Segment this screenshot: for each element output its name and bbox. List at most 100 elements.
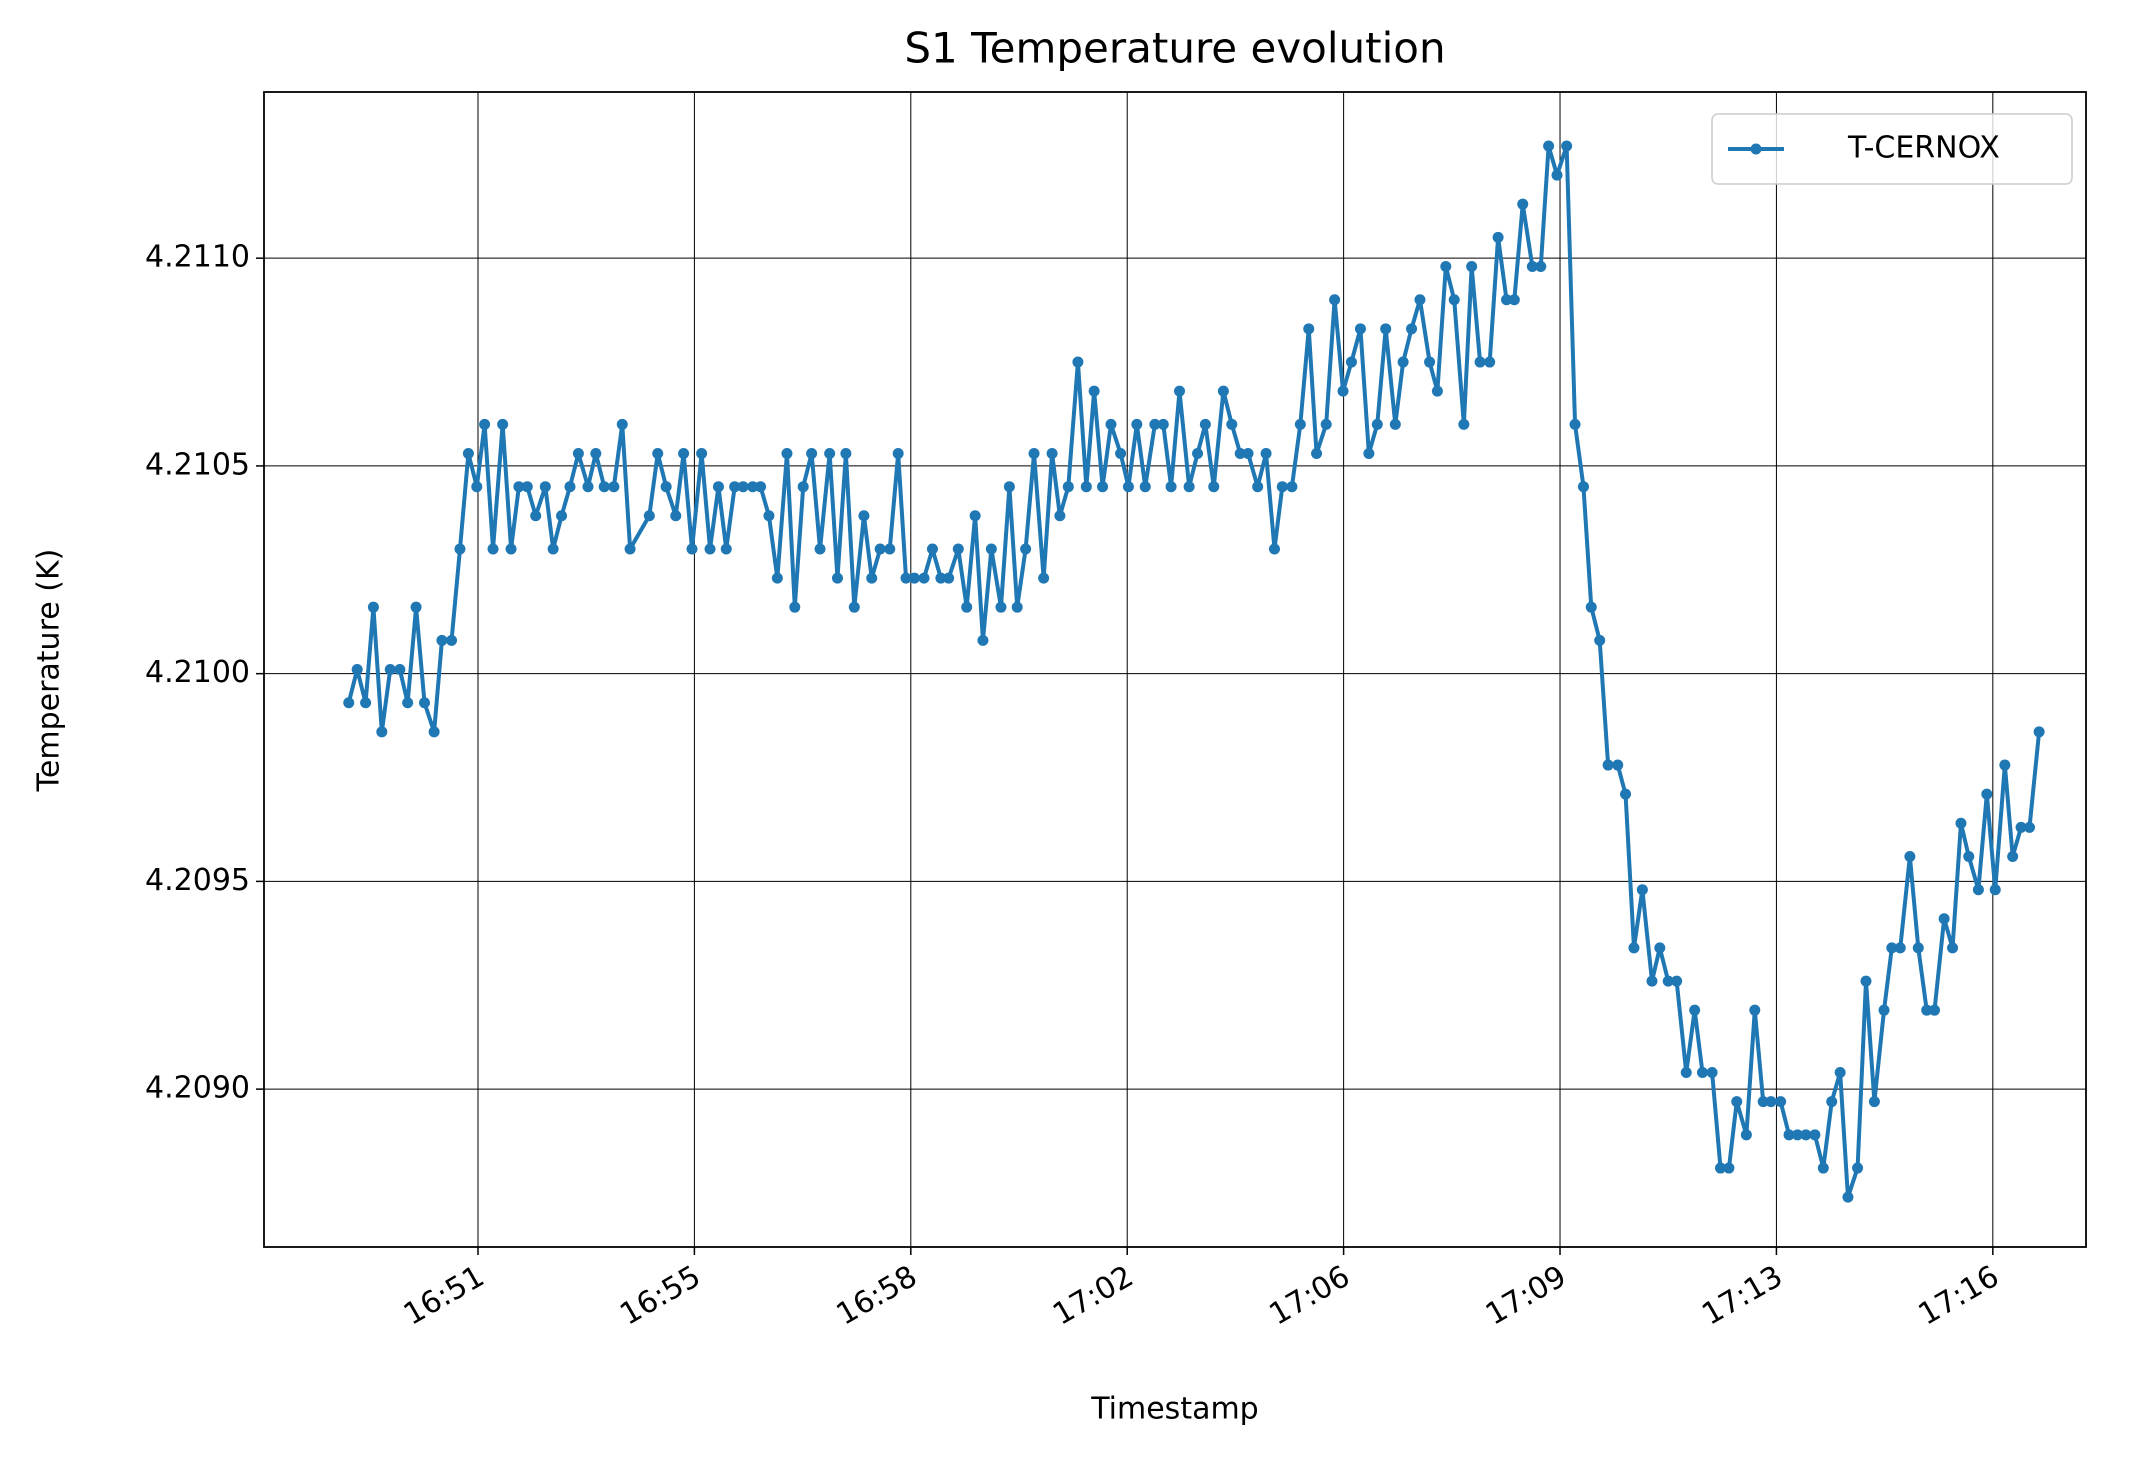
data-point	[608, 481, 620, 493]
data-point	[351, 664, 363, 675]
data-point	[446, 634, 458, 646]
data-point	[402, 697, 414, 709]
data-point	[1715, 1162, 1727, 1174]
data-point	[1199, 418, 1211, 430]
data-point	[1097, 481, 1109, 493]
data-point	[1115, 447, 1127, 459]
data-point	[1431, 385, 1443, 397]
data-point	[616, 418, 628, 430]
data-point	[1226, 418, 1238, 430]
data-point	[1868, 1096, 1880, 1108]
data-point	[1174, 385, 1186, 397]
data-point	[1585, 601, 1597, 613]
data-point	[712, 481, 724, 493]
data-point	[1406, 323, 1418, 335]
chart-title: S1 Temperature evolution	[904, 24, 1445, 73]
data-point	[1046, 447, 1058, 459]
data-point	[1577, 481, 1589, 493]
data-point	[1842, 1191, 1854, 1203]
data-point	[1072, 356, 1084, 368]
data-point	[1345, 356, 1357, 368]
data-point	[643, 510, 655, 522]
data-point	[1371, 418, 1383, 430]
data-point	[660, 481, 672, 493]
data-point	[1020, 543, 1032, 555]
data-point	[1311, 447, 1323, 459]
data-point	[1671, 975, 1683, 987]
data-point	[1817, 1162, 1829, 1174]
data-point	[747, 481, 759, 493]
data-point	[848, 601, 860, 613]
data-point	[1183, 481, 1195, 493]
data-point	[1320, 418, 1332, 430]
data-point	[410, 601, 422, 613]
data-point	[781, 447, 793, 459]
data-point	[590, 447, 602, 459]
data-point	[1809, 1129, 1821, 1141]
data-point	[1696, 1067, 1708, 1079]
data-point	[824, 447, 836, 459]
data-point	[1646, 975, 1658, 987]
data-point	[789, 601, 801, 613]
data-point	[1834, 1067, 1846, 1079]
data-point	[1620, 788, 1632, 800]
data-point	[1252, 481, 1264, 493]
data-point	[1612, 759, 1624, 771]
data-point	[1234, 447, 1246, 459]
data-point	[1783, 1129, 1795, 1141]
data-point	[1474, 356, 1486, 368]
data-point	[952, 543, 964, 555]
data-point	[1466, 260, 1478, 272]
data-point	[678, 447, 690, 459]
data-point	[900, 572, 912, 584]
data-point	[1389, 418, 1401, 430]
data-point	[1149, 418, 1161, 430]
data-point	[1740, 1129, 1752, 1141]
data-point	[572, 447, 584, 459]
data-point	[961, 601, 973, 613]
data-point	[763, 510, 775, 522]
data-point	[343, 697, 355, 709]
data-point	[797, 481, 809, 493]
data-point	[1628, 942, 1640, 954]
data-point	[1329, 294, 1341, 306]
data-point	[471, 481, 483, 493]
data-point	[1921, 1004, 1933, 1016]
data-point	[1276, 481, 1288, 493]
data-point	[1286, 481, 1298, 493]
x-axis-label: Timestamp	[1090, 1392, 1258, 1427]
data-point	[1054, 510, 1066, 522]
data-point	[1038, 572, 1050, 584]
data-point	[1397, 356, 1409, 368]
y-tick-label: 4.2090	[145, 1071, 250, 1106]
data-point	[1886, 942, 1898, 954]
data-point	[624, 543, 636, 555]
data-point	[1894, 942, 1906, 954]
data-point	[418, 697, 430, 709]
data-point	[1800, 1129, 1812, 1141]
data-point	[1723, 1162, 1735, 1174]
data-point	[995, 601, 1007, 613]
data-point	[1354, 323, 1366, 335]
data-point	[908, 572, 920, 584]
data-point	[1662, 975, 1674, 987]
data-point	[1268, 543, 1280, 555]
data-point	[564, 481, 576, 493]
data-point	[376, 726, 388, 738]
data-point	[530, 510, 542, 522]
data-point	[1765, 1096, 1777, 1108]
data-point	[1501, 294, 1513, 306]
data-point	[1165, 481, 1177, 493]
data-point	[729, 481, 741, 493]
data-point	[454, 543, 466, 555]
data-point	[1989, 884, 2001, 896]
data-point	[547, 543, 559, 555]
data-point	[918, 572, 930, 584]
data-point	[1569, 418, 1581, 430]
data-point	[1535, 260, 1547, 272]
data-point	[1062, 481, 1074, 493]
data-point	[935, 572, 947, 584]
data-point	[1294, 418, 1306, 430]
data-point	[487, 543, 499, 555]
y-tick-label: 4.2105	[145, 447, 250, 482]
